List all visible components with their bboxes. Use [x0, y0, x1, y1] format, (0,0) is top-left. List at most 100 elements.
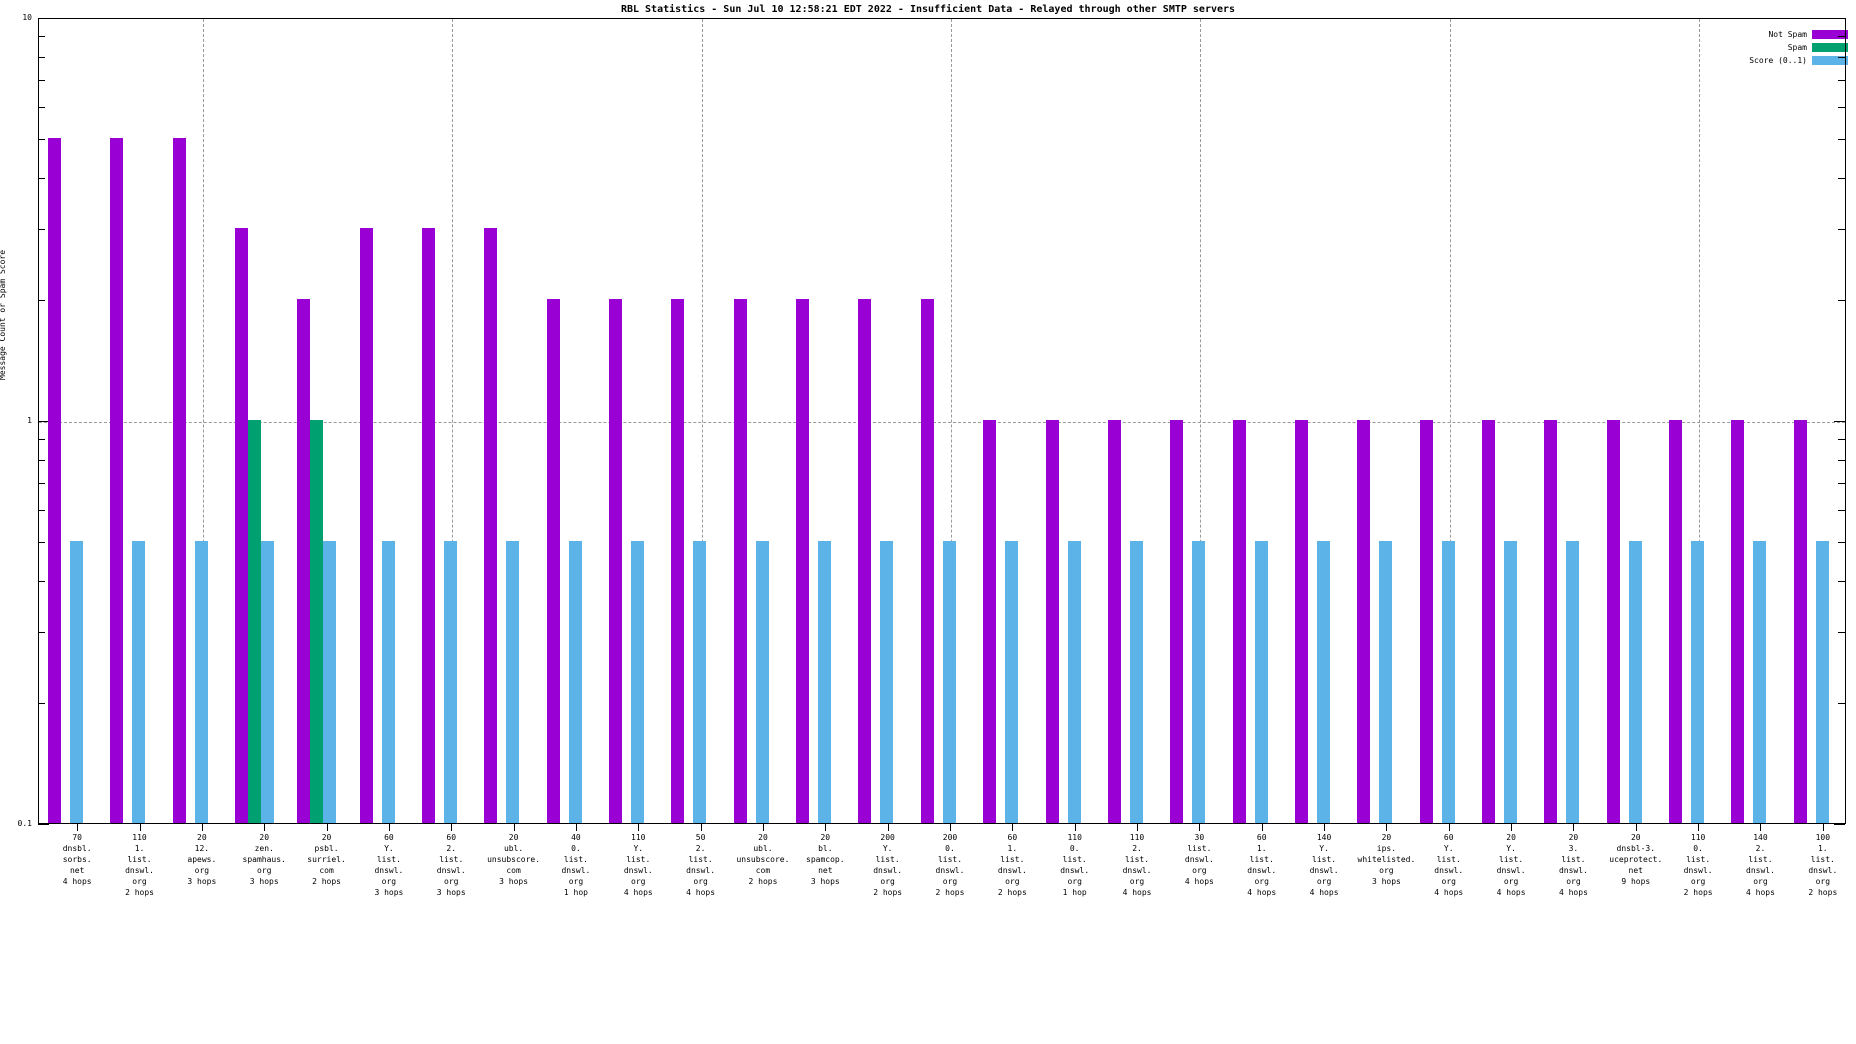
x-axis-label: 20 ips. whitelisted. org 3 hops [1355, 832, 1417, 887]
x-axis-label-line: dnswl. [1060, 866, 1090, 875]
x-axis-label-line: org [1753, 877, 1768, 886]
x-axis-label-count: 20 [508, 833, 519, 842]
x-axis-label: 20 Y. list. dnswl. org 4 hops [1480, 832, 1542, 898]
x-axis-label-line: 3 hops [810, 877, 840, 886]
x-axis-label-line: zen. [254, 844, 274, 853]
x-axis-label-line: 2 hops [873, 888, 903, 897]
x-axis-label-line: 4 hops [62, 877, 92, 886]
legend-swatch-not-spam [1812, 30, 1848, 39]
bar-not-spam [1544, 420, 1558, 823]
x-axis-label: 50 2. list. dnswl. org 4 hops [669, 832, 731, 898]
x-tick [1448, 824, 1450, 831]
x-axis-label-line: list. [1561, 855, 1586, 864]
x-axis-label-line: org [444, 877, 459, 886]
y-tick [38, 36, 45, 38]
x-tick [1635, 824, 1637, 831]
x-axis-label-line: apews. [187, 855, 217, 864]
y-tick [38, 542, 45, 544]
x-axis-label-line: 12. [194, 844, 210, 853]
x-axis-label-count: 200 [942, 833, 958, 842]
x-axis-label-line: 4 hops [623, 888, 653, 897]
x-axis-label-line: dnswl. [997, 866, 1027, 875]
chart-title: RBL Statistics - Sun Jul 10 12:58:21 EDT… [620, 4, 1236, 15]
x-axis-label-line: org [1192, 866, 1207, 875]
x-axis-label-count: 20 [259, 833, 270, 842]
x-axis-label-line: com [506, 866, 521, 875]
x-axis-label-line: 2 hops [935, 888, 965, 897]
bar-score [1067, 541, 1081, 823]
bar-not-spam [1294, 420, 1308, 823]
x-axis-label-line: org [568, 877, 584, 886]
bar-not-spam [1481, 420, 1495, 823]
x-axis-label-line: org [880, 877, 895, 886]
x-axis-label-line: 1. [1007, 844, 1018, 853]
x-tick [1074, 824, 1076, 831]
y-tick [38, 702, 45, 704]
x-axis-label-count: 20 [321, 833, 332, 842]
x-axis-label: 200 0. list. dnswl. org 2 hops [919, 832, 981, 898]
x-axis-label: 140 Y. list. dnswl. org 4 hops [1293, 832, 1355, 898]
x-axis-label-line: 3 hops [436, 888, 466, 897]
x-axis-label-count: 20 [1506, 833, 1516, 842]
x-axis-label: 100 1. list. dnswl. org 2 hops [1792, 832, 1854, 898]
x-axis-label-line: spamcop. [806, 855, 845, 864]
x-tick [1760, 824, 1762, 831]
x-axis-label-line: 0. [1693, 844, 1703, 853]
x-axis-label-line: dnswl. [1309, 866, 1339, 875]
x-axis-label-count: 20 [1630, 833, 1641, 842]
x-axis-label-line: 9 hops [1621, 877, 1651, 886]
y-tick-right [1838, 107, 1845, 109]
bar-not-spam [484, 227, 498, 823]
x-axis-label-line: whitelisted. [1357, 855, 1416, 864]
x-axis-label-count: 30 [1194, 833, 1205, 842]
y-tick [38, 178, 45, 180]
x-axis-label-line: org [1441, 877, 1456, 886]
x-axis-label-line: 2 hops [1808, 888, 1838, 897]
x-axis-label-line: 3 hops [374, 888, 404, 897]
x-axis-label-line: org [1503, 877, 1519, 886]
x-axis-label-line: org [1316, 877, 1332, 886]
x-axis-label-line: dnsbl-3. [1616, 844, 1656, 853]
x-axis-label-line: dnswl. [1184, 855, 1214, 864]
x-axis-label: 20 dnsbl-3. uceprotect. net 9 hops [1605, 832, 1667, 887]
vertical-gridline [1699, 19, 1701, 823]
bar-score [323, 541, 337, 823]
y-tick [38, 631, 45, 633]
x-axis-label-line: org [942, 877, 958, 886]
bar-not-spam [1170, 420, 1184, 823]
bar-not-spam [235, 227, 249, 823]
x-axis-label: 20 bl. spamcop. net 3 hops [794, 832, 856, 887]
x-tick [887, 824, 889, 831]
x-axis-label-line: 4 hops [686, 888, 716, 897]
chart-legend: Not Spam Spam Score (0..1) [1749, 28, 1848, 67]
y-tick [38, 581, 45, 583]
y-tick-right [1838, 631, 1845, 633]
y-tick [38, 57, 45, 59]
x-axis-label-line: 3 hops [499, 877, 529, 886]
y-tick-right [1838, 702, 1845, 704]
x-axis-label-line: list. [1686, 855, 1711, 864]
legend-item-not-spam: Not Spam [1749, 28, 1848, 41]
x-axis-label-line: list. [563, 855, 588, 864]
x-axis-label-line: list. [1124, 855, 1150, 864]
y-tick [38, 510, 45, 512]
x-axis-label-line: com [319, 866, 334, 875]
y-tick-right [1834, 824, 1845, 825]
bar-not-spam [983, 420, 997, 823]
x-axis-label-line: Y. [1443, 844, 1454, 853]
x-axis-label-line: 2 hops [997, 888, 1027, 897]
legend-item-spam: Spam [1749, 41, 1848, 54]
vertical-gridline [701, 19, 703, 823]
x-axis-label-count: 50 [695, 833, 706, 842]
x-axis-label-line: list. [439, 855, 464, 864]
x-axis-label-line: 2 hops [748, 877, 778, 886]
legend-swatch-spam [1812, 43, 1848, 52]
x-axis-label-line: ips. [1376, 844, 1397, 853]
x-tick [451, 824, 453, 831]
x-axis-label-line: uceprotect. [1609, 855, 1663, 864]
vertical-gridline [951, 19, 952, 823]
x-axis-label-count: 140 [1316, 833, 1332, 842]
bar-score [132, 541, 146, 823]
x-axis-label-count: 110 [631, 833, 646, 842]
bar-score [818, 541, 832, 823]
